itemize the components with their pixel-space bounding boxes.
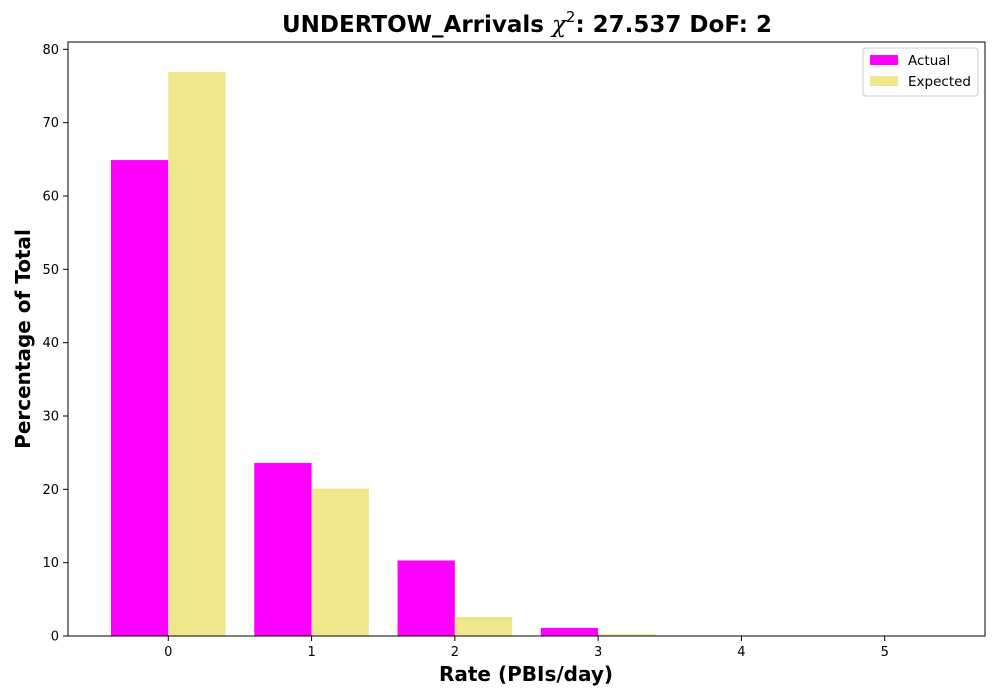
y-tick-label-70: 70: [42, 116, 59, 131]
chart-title-suffix: : 27.537 DoF: 2: [575, 12, 772, 38]
chart-title: UNDERTOW_Arrivals χ2: 27.537 DoF: 2: [282, 8, 772, 38]
chart-title-chi-exponent: 2: [566, 8, 576, 26]
x-tick-label-4: 4: [737, 645, 745, 660]
chart-title-prefix: UNDERTOW_Arrivals: [282, 12, 552, 38]
bars-layer: [110, 72, 799, 637]
y-tick-label-50: 50: [42, 263, 59, 278]
y-tick-label-0: 0: [51, 630, 59, 645]
legend: Actual Expected: [862, 47, 979, 97]
chart-title-chi: χ: [550, 12, 568, 38]
y-tick-label-60: 60: [42, 190, 59, 205]
y-tick-label-20: 20: [42, 483, 59, 498]
bar-expected-3: [598, 634, 656, 636]
y-tick-label-10: 10: [42, 556, 59, 571]
ticks-layer: 0 10 20 30 40 50 60 70 80 0 1 2 3 4 5: [42, 43, 888, 660]
bar-expected-2: [454, 616, 513, 636]
y-tick-label-40: 40: [42, 336, 59, 351]
x-tick-label-5: 5: [881, 645, 889, 660]
x-tick-label-1: 1: [307, 645, 315, 660]
x-tick-label-0: 0: [164, 645, 172, 660]
x-axis-label: Rate (PBIs/day): [439, 662, 613, 686]
legend-swatch-actual: [870, 55, 898, 65]
legend-label-expected: Expected: [908, 74, 971, 90]
bar-actual-1: [254, 462, 312, 636]
y-tick-label-30: 30: [42, 410, 59, 425]
bar-actual-0: [110, 160, 169, 637]
legend-label-actual: Actual: [908, 53, 950, 69]
bar-actual-3: [540, 627, 599, 636]
x-tick-label-3: 3: [594, 645, 602, 660]
bar-expected-1: [311, 488, 369, 636]
y-axis-label: Percentage of Total: [11, 229, 35, 449]
y-tick-label-80: 80: [42, 43, 59, 58]
plot-frame: [67, 41, 986, 637]
bar-expected-0: [168, 72, 226, 637]
legend-swatch-expected: [870, 76, 898, 86]
bar-actual-2: [397, 560, 455, 636]
x-tick-label-2: 2: [451, 645, 459, 660]
